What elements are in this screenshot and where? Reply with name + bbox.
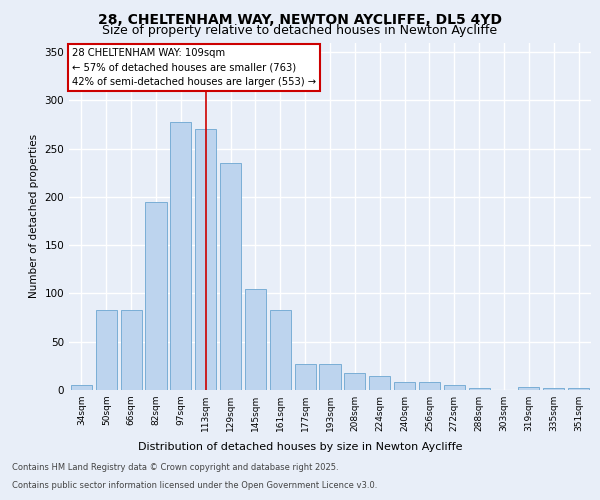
Bar [121, 310, 142, 390]
Bar [295, 364, 316, 390]
Bar [220, 163, 241, 390]
Bar [369, 376, 390, 390]
Bar [444, 385, 465, 390]
Bar [170, 122, 191, 390]
Y-axis label: Number of detached properties: Number of detached properties [29, 134, 39, 298]
Bar [319, 364, 341, 390]
Bar [568, 388, 589, 390]
Bar [543, 388, 564, 390]
Bar [145, 202, 167, 390]
Text: Size of property relative to detached houses in Newton Aycliffe: Size of property relative to detached ho… [103, 24, 497, 37]
Bar [270, 310, 291, 390]
Text: 28, CHELTENHAM WAY, NEWTON AYCLIFFE, DL5 4YD: 28, CHELTENHAM WAY, NEWTON AYCLIFFE, DL5… [98, 12, 502, 26]
Bar [469, 388, 490, 390]
Bar [419, 382, 440, 390]
Text: Contains HM Land Registry data © Crown copyright and database right 2025.: Contains HM Land Registry data © Crown c… [12, 464, 338, 472]
Bar [518, 387, 539, 390]
Bar [71, 385, 92, 390]
Text: Distribution of detached houses by size in Newton Aycliffe: Distribution of detached houses by size … [138, 442, 462, 452]
Text: 28 CHELTENHAM WAY: 109sqm
← 57% of detached houses are smaller (763)
42% of semi: 28 CHELTENHAM WAY: 109sqm ← 57% of detac… [71, 48, 316, 88]
Bar [394, 382, 415, 390]
Bar [195, 130, 216, 390]
Bar [344, 372, 365, 390]
Bar [96, 310, 117, 390]
Bar [245, 288, 266, 390]
Text: Contains public sector information licensed under the Open Government Licence v3: Contains public sector information licen… [12, 481, 377, 490]
